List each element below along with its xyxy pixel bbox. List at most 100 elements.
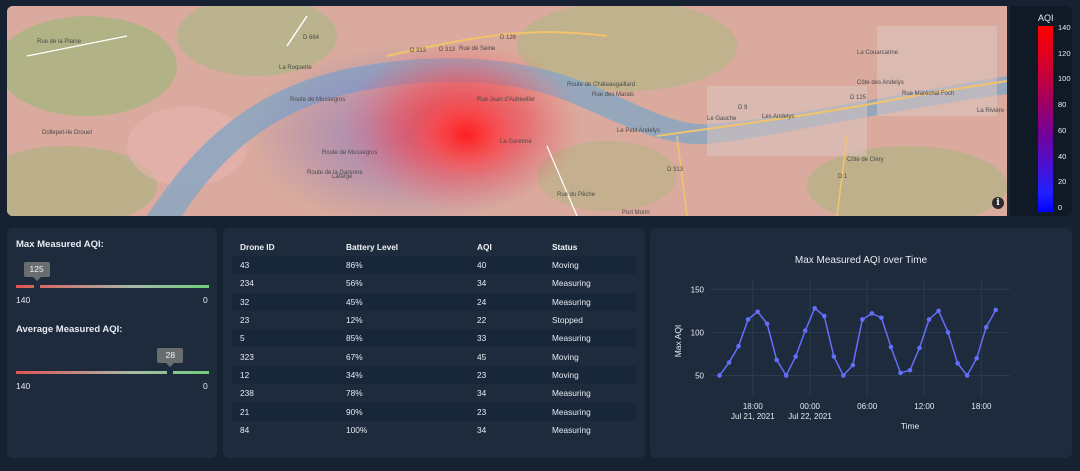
cell-aqi: 34 — [469, 384, 544, 403]
map-label: D 125 — [850, 95, 867, 101]
aqi-map[interactable]: Rue de la Plaine La Roquette Route de Muss… — [7, 6, 1007, 216]
data-point — [869, 311, 875, 316]
drone-table-card: Drone ID Battery Level AQI Status 43 86% 4… — [223, 228, 645, 458]
cell-battery-level: 78% — [338, 384, 469, 403]
cell-status: Stopped — [544, 310, 636, 330]
map-label: Dollepet-Ile Drouet — [42, 130, 92, 136]
cell-status: Measuring — [544, 384, 636, 403]
max-aqi-label: Max Measured AQI: — [16, 239, 104, 250]
table-row[interactable]: 21 90% 23 Measuring — [232, 402, 636, 421]
map-label: Rue du Pêche — [557, 192, 596, 198]
colorbar-tick: 0 — [1058, 203, 1063, 212]
data-point — [926, 317, 932, 322]
map-label: La Rivière — [977, 108, 1005, 114]
avg-aqi-min-label: 140 — [16, 381, 31, 391]
avg-aqi-value-badge: 28 — [157, 348, 184, 367]
max-aqi-slider — [16, 285, 209, 288]
aqi-colorbar: AQI 140 120 100 80 60 40 20 0 — [1010, 6, 1072, 216]
info-icon[interactable]: i — [992, 197, 1004, 209]
map-label: Port Morin — [622, 210, 650, 216]
chart-title: Max Measured AQI over Time — [794, 255, 928, 266]
cell-battery-level: 45% — [338, 292, 469, 311]
data-point — [717, 373, 722, 378]
table-row[interactable]: 238 78% 34 Measuring — [232, 384, 636, 403]
x-tick-label: 00:00 — [800, 402, 821, 411]
cell-status: Moving — [544, 256, 636, 275]
header-battery-level[interactable]: Battery Level — [346, 242, 399, 252]
y-tick-label: 100 — [691, 328, 705, 337]
cell-drone-id: 238 — [232, 384, 338, 403]
map-label: La Couarcanne — [857, 50, 899, 56]
map-label: Route de la Garenne — [307, 170, 363, 176]
cell-aqi: 40 — [469, 256, 544, 275]
cell-aqi: 23 — [469, 402, 544, 421]
map-label: Route de Mussegros — [322, 150, 377, 156]
cell-status: Measuring — [544, 402, 636, 421]
cell-status: Measuring — [544, 274, 636, 293]
data-point — [936, 308, 941, 314]
map-label: Lafarge — [332, 174, 353, 180]
table-row[interactable]: 43 86% 40 Moving — [232, 256, 636, 275]
cell-status: Moving — [544, 347, 636, 366]
aqi-gauges-card: Max Measured AQI: 125 140 0 Average Meas… — [7, 228, 217, 458]
header-status[interactable]: Status — [552, 242, 578, 252]
cell-drone-id: 21 — [232, 402, 338, 421]
avg-aqi-slider-handle — [167, 369, 174, 376]
cell-status: Measuring — [544, 420, 636, 439]
cell-battery-level: 100% — [338, 420, 469, 439]
map-label: Rue Maréchal Foch — [902, 91, 954, 97]
map-label: Rue Jean d'Aubeviller — [477, 97, 535, 103]
map-label: Le Petit Andelys — [617, 128, 660, 134]
map-label: Côte de Cléry — [847, 157, 884, 163]
avg-aqi-slider — [16, 371, 209, 374]
series-line — [718, 307, 997, 378]
map-label: Les Andelys — [762, 114, 794, 120]
table-row[interactable]: 12 34% 23 Moving — [232, 365, 636, 385]
table-row[interactable]: 323 67% 45 Moving — [232, 347, 636, 366]
data-point — [774, 357, 779, 363]
data-point — [736, 343, 741, 349]
map-label: D 664 — [303, 35, 320, 41]
cell-drone-id: 12 — [232, 365, 338, 385]
data-point — [945, 330, 951, 335]
cell-aqi: 33 — [469, 329, 544, 348]
aqi-chart-card: Max Measured AQI over Time 50 100 150 18:00… — [650, 228, 1072, 458]
table-row[interactable]: 32 45% 24 Measuring — [232, 292, 636, 311]
cell-drone-id: 234 — [232, 274, 338, 293]
map-label: Route de Châteaugaillard — [567, 82, 635, 88]
header-drone-id[interactable]: Drone ID — [240, 242, 275, 252]
avg-aqi-label: Average Measured AQI: — [16, 324, 123, 335]
y-tick-label: 150 — [691, 285, 705, 294]
data-point — [821, 313, 827, 319]
x-tick-date-label: Jul 21, 2021 — [731, 412, 775, 421]
table-header-row: Drone ID Battery Level AQI Status — [232, 238, 636, 256]
map-label: Le Gauche — [707, 116, 737, 122]
cell-battery-level: 12% — [338, 310, 469, 330]
data-point — [726, 360, 732, 365]
cell-drone-id: 32 — [232, 292, 338, 311]
data-point — [783, 373, 789, 378]
cell-battery-level: 90% — [338, 402, 469, 421]
header-aqi[interactable]: AQI — [477, 242, 492, 252]
cell-aqi: 34 — [469, 274, 544, 293]
map-label: La Roquette — [279, 65, 312, 71]
cell-aqi: 23 — [469, 365, 544, 385]
table-row[interactable]: 234 56% 34 Measuring — [232, 274, 636, 293]
data-point — [745, 317, 751, 322]
table-row[interactable]: 5 85% 33 Measuring — [232, 329, 636, 348]
data-point — [755, 309, 760, 315]
colorbar-tick: 120 — [1058, 48, 1071, 58]
cell-battery-level: 86% — [338, 256, 469, 275]
cell-aqi: 45 — [469, 347, 544, 366]
cell-status: Measuring — [544, 292, 636, 311]
cell-drone-id: 23 — [232, 310, 338, 330]
data-point — [907, 367, 913, 373]
cell-aqi: 22 — [469, 310, 544, 330]
table-row[interactable]: 84 100% 34 Measuring — [232, 420, 636, 439]
table-row[interactable]: 23 12% 22 Stopped — [232, 310, 636, 330]
data-point — [898, 370, 903, 376]
data-point — [793, 354, 799, 359]
data-point — [860, 317, 865, 322]
max-aqi-min-label: 140 — [16, 295, 31, 305]
